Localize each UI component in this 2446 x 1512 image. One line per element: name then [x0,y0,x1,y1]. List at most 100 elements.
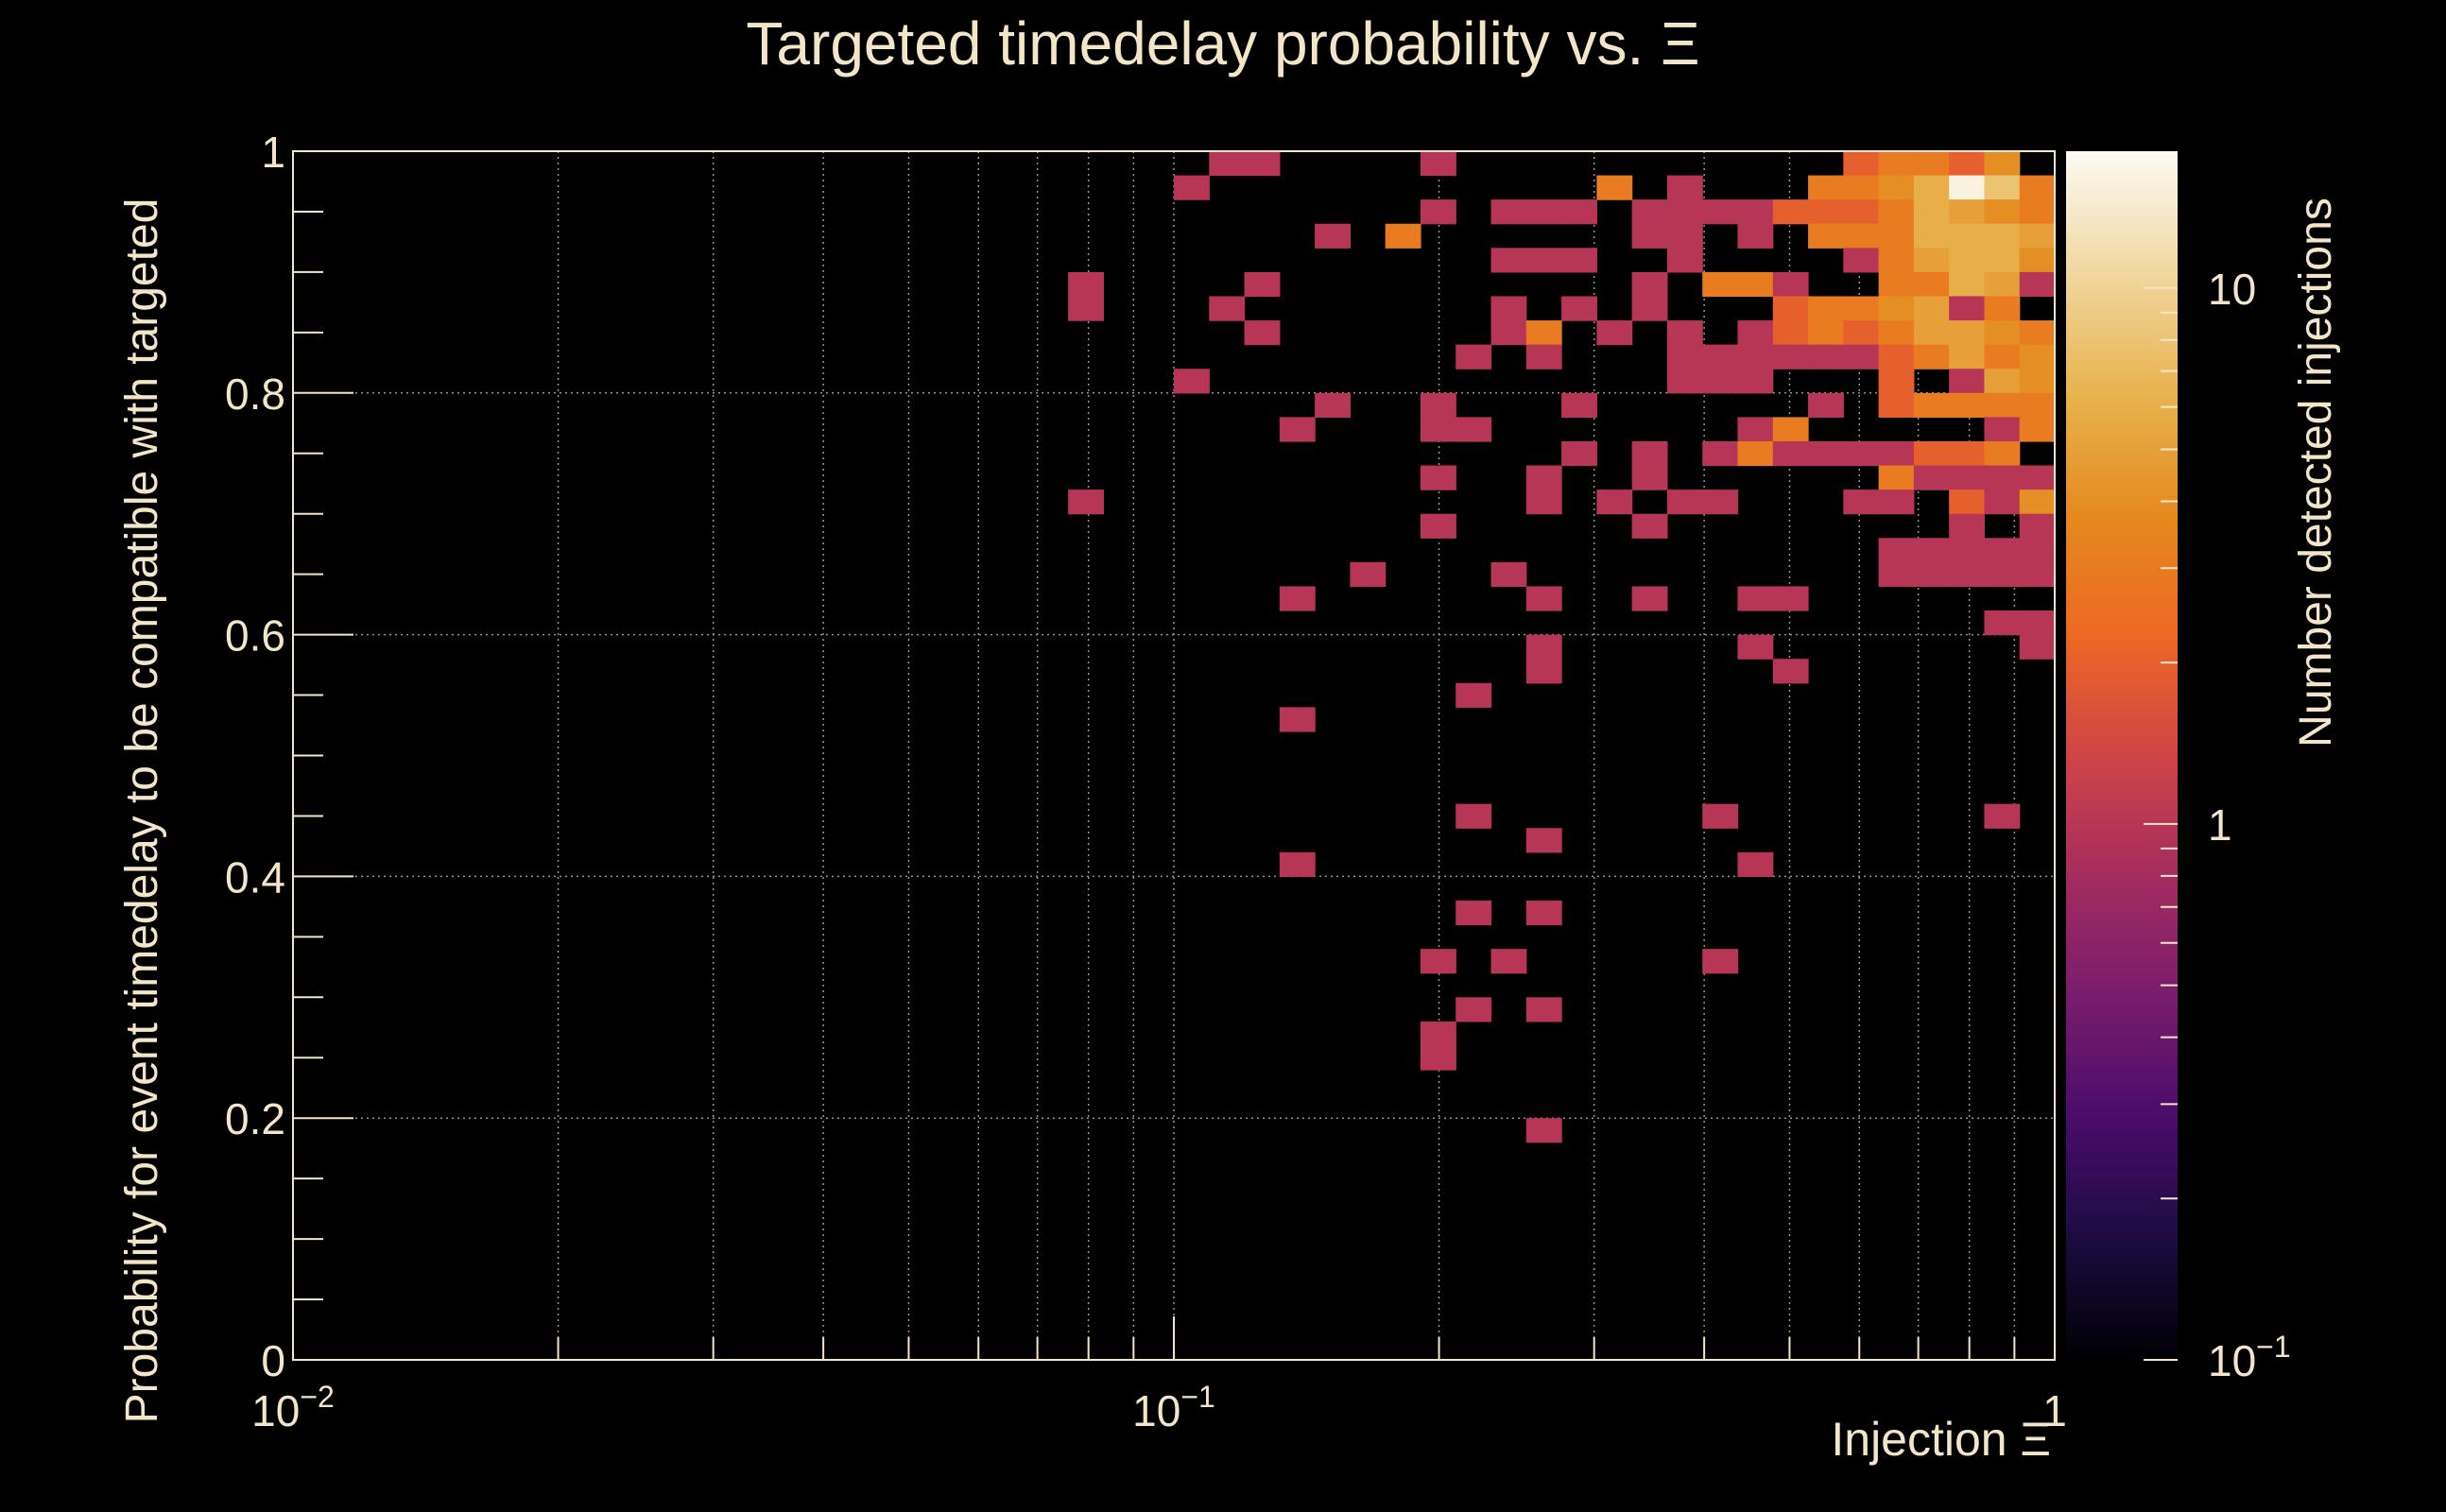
heatmap-cell [1666,369,1703,394]
heatmap-cell [1490,949,1527,974]
heatmap-cell [1949,513,1986,539]
colorbar-tick-label: 10 [2208,265,2256,314]
heatmap-cell [1984,561,2021,588]
y-axis-label: Probability for event timedelay to be co… [117,198,167,1424]
heatmap-cell [1808,296,1844,321]
heatmap-cell [1350,561,1387,588]
heatmap-cell [1878,175,1915,200]
heatmap-cell [1772,344,1809,369]
heatmap-cells [1068,151,2056,1143]
heatmap-cell [1878,248,1915,273]
y-tick-label: 0.4 [225,852,285,902]
heatmap-cell [1843,175,1880,200]
heatmap-cell [1702,369,1739,394]
heatmap-cell [1631,465,1668,490]
heatmap-cell [1525,320,1562,346]
heatmap-cell [1525,828,1562,853]
heatmap-cell [1279,586,1316,611]
heatmap-cell [1808,175,1844,200]
heatmap-cell [1913,151,1950,177]
heatmap-cell [1490,561,1527,588]
heatmap-cell [2019,465,2056,490]
heatmap-cell [2019,223,2056,249]
colorbar-tick-label: 1 [2208,800,2232,850]
heatmap-cell [1878,151,1915,177]
heatmap-cell [1525,199,1562,225]
heatmap-cell [1772,417,1809,442]
heatmap-cell [2019,392,2056,418]
heatmap-cell [1949,440,1986,467]
heatmap-cell [1913,199,1950,225]
y-tick-label: 0.6 [225,611,285,661]
heatmap-cell [1279,707,1316,732]
heatmap-cell [1174,175,1210,200]
heatmap-cell [1949,175,1986,200]
heatmap-cell [1666,175,1703,200]
heatmap-cell [1631,271,1668,298]
heatmap-cell [1913,271,1950,298]
heatmap-cell [1737,586,1774,611]
y-tick-label: 0.2 [225,1094,285,1143]
heatmap-cell [1561,392,1597,418]
heatmap-cell [1490,199,1527,225]
heatmap-cell [1244,271,1281,298]
heatmap-cell [1666,199,1703,225]
heatmap-cell [1490,296,1527,321]
heatmap-cell [1737,440,1774,467]
heatmap-cell [1420,392,1456,418]
x-tick-label: 10−1 [1132,1380,1215,1435]
heatmap-cell [1525,586,1562,611]
heatmap-cell [2019,369,2056,394]
heatmap-cell [1737,344,1774,369]
heatmap-cell [1737,320,1774,346]
heatmap-cell [1525,1118,1562,1143]
heatmap-cell [1525,344,1562,369]
heatmap-cell [1984,175,2021,200]
heatmap-cell [1984,320,2021,346]
heatmap-cell [1490,248,1527,273]
heatmap-cell [1878,440,1915,467]
heatmap-cell [1456,997,1492,1022]
heatmap-cell [1702,271,1739,298]
heatmap-cell [1808,440,1844,467]
heatmap-cell [1808,392,1844,418]
heatmap-cell [1878,199,1915,225]
x-axis-ticks: 10−2 10−1 1 [251,1316,2067,1435]
heatmap-cell [1949,199,1986,225]
heatmap-cell [1737,369,1774,394]
heatmap-cell [1737,271,1774,298]
heatmap-cell [1984,369,2021,394]
heatmap-cell [1420,1021,1456,1047]
heatmap-cell [1808,320,1844,346]
heatmap-cell [1843,199,1880,225]
heatmap-cell [1315,223,1351,249]
heatmap-cell [1949,296,1986,321]
heatmap-cell [1666,248,1703,273]
heatmap-cell [2019,271,2056,298]
y-axis-ticks: 0 0.2 0.4 0.6 0.8 1 [225,128,353,1385]
heatmap-cell [1984,465,2021,490]
heatmap-cell [2019,344,2056,369]
heatmap-cell [1525,900,1562,926]
heatmap-cell [1279,851,1316,877]
heatmap-cell [1631,586,1668,611]
heatmap-cell [1244,151,1281,177]
heatmap-cell [1702,199,1739,225]
heatmap-cell [1772,440,1809,467]
heatmap-cell [1596,175,1633,200]
heatmap-cell [2019,538,2056,563]
colorbar-ticks: 10 1 10−1 [2144,265,2291,1385]
heatmap-cell [1913,223,1950,249]
heatmap-cell [1949,344,1986,369]
heatmap-cell [2019,175,2056,200]
heatmap-cell [1984,440,2021,467]
heatmap-cell [1561,440,1597,467]
heatmap-cell [1561,199,1597,225]
heatmap-cell [1772,271,1809,298]
heatmap-cell [1456,417,1492,442]
heatmap-cell [2019,417,2056,442]
heatmap-cell [1068,490,1105,515]
heatmap-cell [2019,248,2056,273]
heatmap-cell [1878,561,1915,588]
heatmap-cell [1631,199,1668,225]
